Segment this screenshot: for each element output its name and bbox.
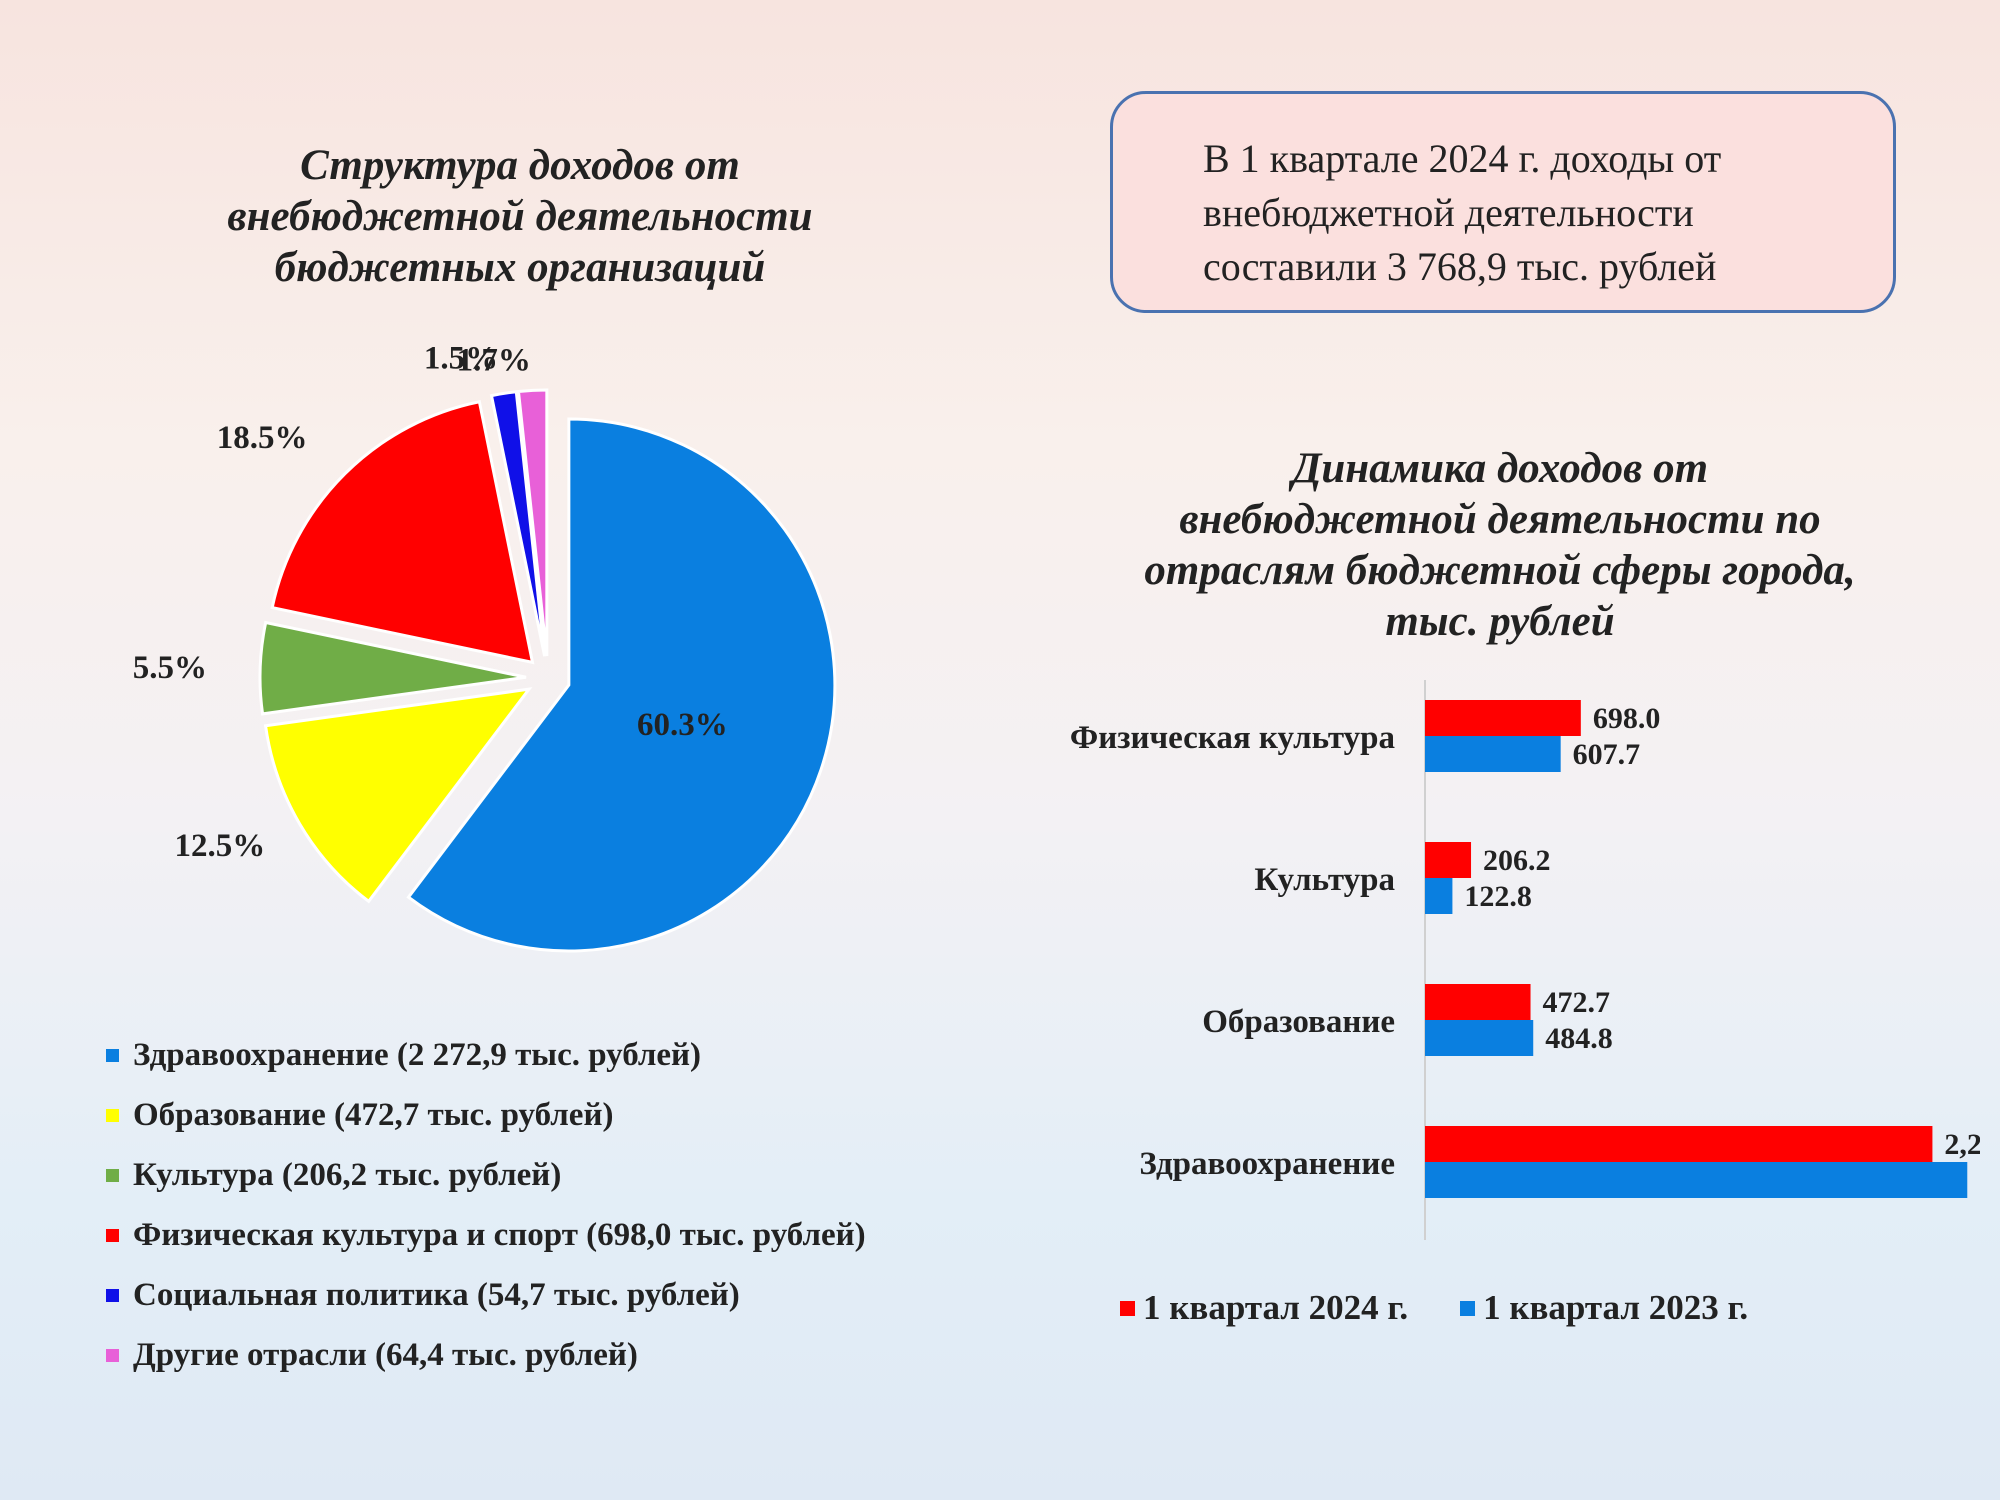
bar-value-label: 698.0: [1593, 702, 1661, 735]
legend-label: Другие отрасли (64,4 тыс. рублей): [133, 1336, 638, 1373]
summary-line: составили 3 768,9 тыс. рублей: [1203, 244, 1717, 289]
pie-legend-item: Физическая культура и спорт (698,0 тыс. …: [100, 1205, 866, 1265]
bar: [1425, 984, 1531, 1020]
legend-label: 1 квартал 2023 г.: [1483, 1288, 1749, 1327]
bar-legend: 1 квартал 2024 г. 1 квартал 2023 г.: [1120, 1288, 1800, 1328]
legend-swatch: [106, 1348, 119, 1362]
bar: [1425, 736, 1561, 772]
pie-chart-title: Структура доходов от внебюджетной деятел…: [130, 140, 910, 293]
bar-chart-title: Динамика доходов от внебюджетной деятель…: [1060, 443, 1940, 647]
summary-line: внебюджетной деятельности: [1203, 190, 1694, 235]
pie-data-label: 1.7%: [457, 343, 531, 379]
bar-value-label: 484.8: [1545, 1022, 1613, 1055]
bar: [1425, 1162, 1968, 1198]
pie-data-label: 12.5%: [174, 828, 265, 864]
pie-slice: [258, 620, 527, 716]
legend-label: Социальная политика (54,7 тыс. рублей): [133, 1276, 740, 1313]
pie-data-label: 18.5%: [217, 420, 308, 456]
pie-title-line: внебюджетной деятельности: [227, 193, 813, 240]
bar-title-line: тыс. рублей: [1385, 598, 1615, 645]
bar-title-line: Динамика доходов от: [1291, 445, 1709, 492]
bar-title-line: отраслям бюджетной сферы города,: [1144, 547, 1856, 594]
category-label: Здравоохранение: [1139, 1146, 1395, 1182]
pie-data-label: 60.3%: [637, 707, 728, 743]
pie-legend-item: Образование (472,7 тыс. рублей): [100, 1085, 866, 1145]
legend-swatch: [106, 1048, 119, 1062]
pie-legend-item: Здравоохранение (2 272,9 тыс. рублей): [100, 1025, 866, 1085]
legend-label: Образование (472,7 тыс. рублей): [133, 1096, 614, 1133]
legend-swatch: [1460, 1300, 1476, 1316]
bar-value-label: 607.7: [1573, 738, 1641, 771]
pie-legend: Здравоохранение (2 272,9 тыс. рублей) Об…: [100, 1025, 866, 1385]
pie-title-line: бюджетных организаций: [274, 244, 766, 291]
summary-box: В 1 квартале 2024 г. доходы от внебюджет…: [1110, 91, 1896, 313]
pie-slice: [263, 687, 533, 904]
pie-chart: 60.3% 12.5% 5.5% 18.5% 1.5%1.7%: [133, 341, 837, 953]
bar: [1425, 1020, 1534, 1056]
legend-swatch: [1120, 1300, 1135, 1316]
legend-label: Культура (206,2 тыс. рублей): [133, 1156, 562, 1193]
bar-value-label: 122.8: [1464, 880, 1532, 913]
legend-swatch: [106, 1228, 119, 1242]
bar-value-label: 2,429.0: [1979, 1164, 1980, 1197]
pie-legend-item: Социальная политика (54,7 тыс. рублей): [100, 1265, 866, 1325]
pie-legend-item: Другие отрасли (64,4 тыс. рублей): [100, 1325, 866, 1385]
legend-swatch: [106, 1288, 119, 1302]
category-label: Культура: [1254, 862, 1395, 898]
legend-label: Физическая культура и спорт (698,0 тыс. …: [133, 1216, 866, 1253]
bar-title-line: внебюджетной деятельности по: [1179, 496, 1821, 543]
legend-label: 1 квартал 2024 г.: [1143, 1288, 1409, 1327]
pie-slice: [489, 390, 547, 657]
bar-value-label: 2,272.9: [1944, 1128, 1980, 1161]
bar: [1425, 1126, 1933, 1162]
legend-label: Здравоохранение (2 272,9 тыс. рублей): [133, 1036, 702, 1073]
bar: [1425, 842, 1472, 878]
legend-swatch: [106, 1108, 119, 1122]
bar-legend-item: 1 квартал 2024 г.: [1120, 1288, 1408, 1328]
legend-swatch: [106, 1168, 119, 1182]
bar-value-label: 472.7: [1543, 986, 1611, 1019]
pie-title-line: Структура доходов от: [300, 142, 740, 189]
pie-data-label: 5.5%: [133, 650, 207, 686]
pie-slice: [270, 399, 535, 665]
category-label: Физическая культура: [1070, 720, 1395, 756]
pie-legend-item: Культура (206,2 тыс. рублей): [100, 1145, 866, 1205]
pie-slice: [516, 388, 549, 657]
summary-line: В 1 квартале 2024 г. доходы от: [1203, 136, 1722, 181]
bar: [1425, 878, 1453, 914]
pie-data-label: 1.5%: [424, 341, 498, 377]
bar: [1425, 700, 1581, 736]
category-label: Образование: [1202, 1004, 1395, 1040]
bar-value-label: 206.2: [1483, 844, 1551, 877]
bar-legend-item: 1 квартал 2023 г.: [1460, 1288, 1748, 1328]
pie-slice: [406, 417, 837, 953]
